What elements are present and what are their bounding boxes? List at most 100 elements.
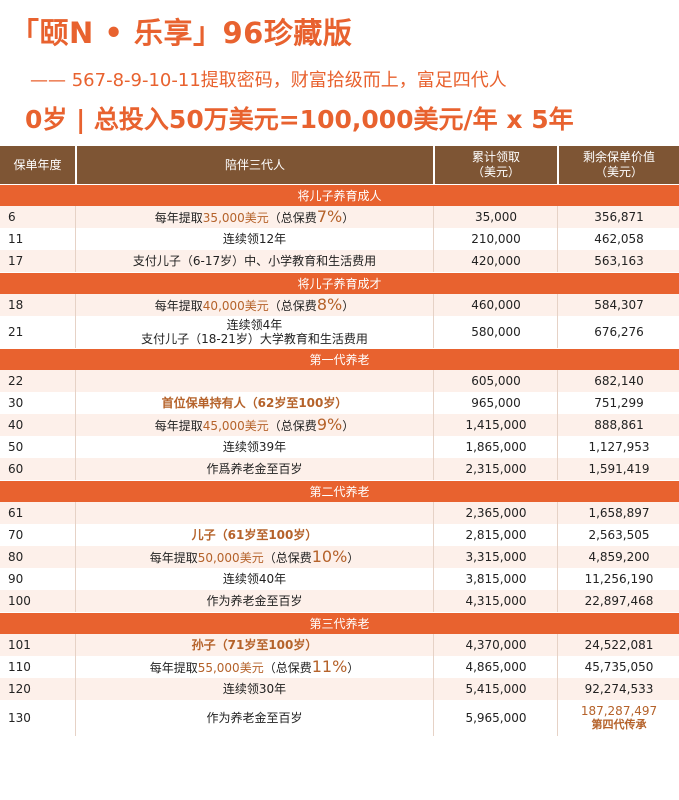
policy-year-cell: 70 — [8, 528, 24, 542]
section-header: 将儿子养育成才 — [0, 272, 679, 294]
table-row: 22 605,000 682,140 — [0, 370, 679, 392]
description-text: 作为养老金至百岁 — [206, 711, 303, 725]
policy-year-cell: 100 — [8, 594, 31, 608]
cumulative-withdrawal-cell: 1,415,000 — [465, 418, 527, 432]
description-cell: 连续领39年 — [76, 436, 433, 458]
col-header-age: 保单年度 — [13, 157, 62, 172]
header: 「颐N • 乐享」96珍藏版 —— 567-8-9-10-11提取密码，财富拾级… — [0, 0, 679, 145]
policy-year-cell: 80 — [8, 550, 24, 564]
table-row: 110 每年提取55,000美元（总保费11%） 4,865,000 45,735,0… — [0, 656, 679, 678]
page-title: 「颐N • 乐享」96珍藏版 — [10, 16, 353, 50]
table-row: 120 连续领30年 5,415,000 92,274,533 — [0, 678, 679, 700]
policy-year-cell: 21 — [8, 325, 24, 339]
description-cell: 作爲养老金至百岁 — [76, 458, 433, 480]
table-row: 70 儿子（61岁至100岁） 2,815,000 2,563,505 — [0, 524, 679, 546]
table-body: 将儿子养育成人 6 每年提取35,000美元（总保费7%） 35,000 356,871… — [0, 184, 679, 736]
holder-highlight-text: 孙子（71岁至100岁） — [191, 638, 318, 652]
desc-pre-text: 每年提取 — [154, 210, 203, 225]
table-row: 18 每年提取40,000美元（总保费8%） 460,000 584,307 — [0, 294, 679, 316]
section-header: 第三代养老 — [0, 612, 679, 634]
desc-pre-text: 每年提取 — [149, 550, 198, 565]
cumulative-withdrawal-cell: 3,315,000 — [465, 550, 527, 564]
cumulative-withdrawal-cell: 2,815,000 — [465, 528, 527, 542]
policy-year-cell: 61 — [8, 506, 24, 520]
policy-year-cell: 40 — [8, 418, 24, 432]
section-header: 第一代养老 — [0, 348, 679, 370]
cumulative-withdrawal-cell: 1,865,000 — [465, 440, 527, 454]
remaining-value-cell: 4,859,200 — [588, 550, 650, 564]
desc-post-text: ） — [347, 550, 360, 565]
investment-headline: 0岁 | 总投入50万美元=100,000美元/年 x 5年 — [25, 105, 574, 134]
remaining-value-cell: 11,256,190 — [584, 572, 654, 586]
policy-year-cell: 17 — [8, 254, 24, 268]
table-row: 61 2,365,000 1,658,897 — [0, 502, 679, 524]
desc-pct-text: 7% — [316, 206, 343, 226]
cumulative-withdrawal-cell: 5,965,000 — [465, 711, 527, 725]
remaining-value-cell: 45,735,050 — [584, 660, 654, 674]
desc-pct-text: 9% — [316, 414, 343, 434]
desc-pct-text: 10% — [311, 546, 348, 566]
remaining-value-cell: 22,897,468 — [584, 594, 654, 608]
table-row: 80 每年提取50,000美元（总保费10%） 3,315,000 4,859,200 — [0, 546, 679, 568]
cumulative-withdrawal-cell: 4,865,000 — [465, 660, 527, 674]
description-text: 连续领40年 — [222, 572, 287, 586]
section-header: 将儿子养育成人 — [0, 184, 679, 206]
policy-year-cell: 11 — [8, 232, 24, 246]
legacy-note: 第四代传承 — [591, 718, 647, 731]
table-row: 100 作为养老金至百岁 4,315,000 22,897,468 — [0, 590, 679, 612]
remaining-value-cell: 462,058 — [594, 232, 644, 246]
desc-pct-text: 11% — [311, 656, 348, 676]
desc-amt-text: 40,000美元 — [202, 298, 269, 313]
table-row: 130 作为养老金至百岁 5,965,000 187,287,497 第四代传承 — [0, 700, 679, 736]
col-header-desc: 陪伴三代人 — [224, 157, 285, 172]
remaining-value-cell: 187,287,497 第四代传承 — [559, 700, 679, 736]
remaining-value-cell: 676,276 — [594, 325, 644, 339]
description-text: 连续领30年 — [222, 682, 287, 696]
cumulative-withdrawal-cell: 35,000 — [475, 210, 517, 224]
holder-highlight-text: 首位保单持有人（62岁至100岁） — [161, 396, 348, 410]
desc-post-text: ） — [342, 298, 355, 313]
desc-mid-text: （总保费 — [263, 550, 312, 565]
policy-year-cell: 60 — [8, 462, 24, 476]
cumulative-withdrawal-cell: 420,000 — [471, 254, 521, 268]
table-row: 50 连续领39年 1,865,000 1,127,953 — [0, 436, 679, 458]
description-text: 作爲养老金至百岁 — [206, 462, 303, 476]
holder-highlight-text: 儿子（61岁至100岁） — [191, 528, 318, 542]
remaining-value-cell: 682,140 — [594, 374, 644, 388]
description-cell: 连续领4年 支付儿子（18-21岁）大学教育和生活费用 — [76, 316, 433, 348]
remaining-value-text: 187,287,497 — [580, 704, 658, 718]
table-row: 101 孙子（71岁至100岁） 4,370,000 24,522,081 — [0, 634, 679, 656]
description-cell: 作为养老金至百岁 — [76, 700, 433, 736]
table-header: 保单年度 陪伴三代人 累计领取 （美元） 剩余保单价值 （美元） — [0, 146, 679, 184]
desc-post-text: ） — [342, 210, 355, 225]
cumulative-withdrawal-cell: 965,000 — [471, 396, 521, 410]
description-cell: 连续领40年 — [76, 568, 433, 590]
desc-pre-text: 每年提取 — [149, 660, 198, 675]
table-row: 30 首位保单持有人（62岁至100岁） 965,000 751,299 — [0, 392, 679, 414]
desc-mid-text: （总保费 — [268, 210, 317, 225]
cumulative-withdrawal-cell: 2,315,000 — [465, 462, 527, 476]
description-text: 连续领12年 — [222, 232, 287, 246]
table-row: 17 支付儿子（6-17岁）中、小学教育和生活费用 420,000 563,163 — [0, 250, 679, 272]
cumulative-withdrawal-cell: 580,000 — [471, 325, 521, 339]
description-cell: 连续领30年 — [76, 678, 433, 700]
remaining-value-cell: 92,274,533 — [584, 682, 654, 696]
description-cell: 孙子（71岁至100岁） — [76, 634, 433, 656]
remaining-value-cell: 584,307 — [594, 298, 644, 312]
remaining-value-cell: 1,591,419 — [588, 462, 650, 476]
desc-amt-text: 35,000美元 — [202, 210, 269, 225]
description-cell: 作为养老金至百岁 — [76, 590, 433, 612]
page-subtitle: —— 567-8-9-10-11提取密码，财富拾级而上，富足四代人 — [30, 70, 507, 91]
col-header-remaining: 剩余保单价值 （美元） — [582, 150, 655, 179]
cumulative-withdrawal-cell: 3,815,000 — [465, 572, 527, 586]
description-cell: 每年提取55,000美元（总保费11%） — [76, 656, 433, 678]
desc-mid-text: （总保费 — [263, 660, 312, 675]
table-row: 6 每年提取35,000美元（总保费7%） 35,000 356,871 — [0, 206, 679, 228]
desc-amt-text: 45,000美元 — [202, 418, 269, 433]
policy-year-cell: 110 — [8, 660, 31, 674]
benefit-table: 保单年度 陪伴三代人 累计领取 （美元） 剩余保单价值 （美元） 将儿子养育成人… — [0, 146, 679, 736]
cumulative-withdrawal-cell: 4,370,000 — [465, 638, 527, 652]
description-cell: 每年提取50,000美元（总保费10%） — [76, 546, 433, 568]
desc-pct-text: 8% — [316, 294, 343, 314]
table-row: 60 作爲养老金至百岁 2,315,000 1,591,419 — [0, 458, 679, 480]
